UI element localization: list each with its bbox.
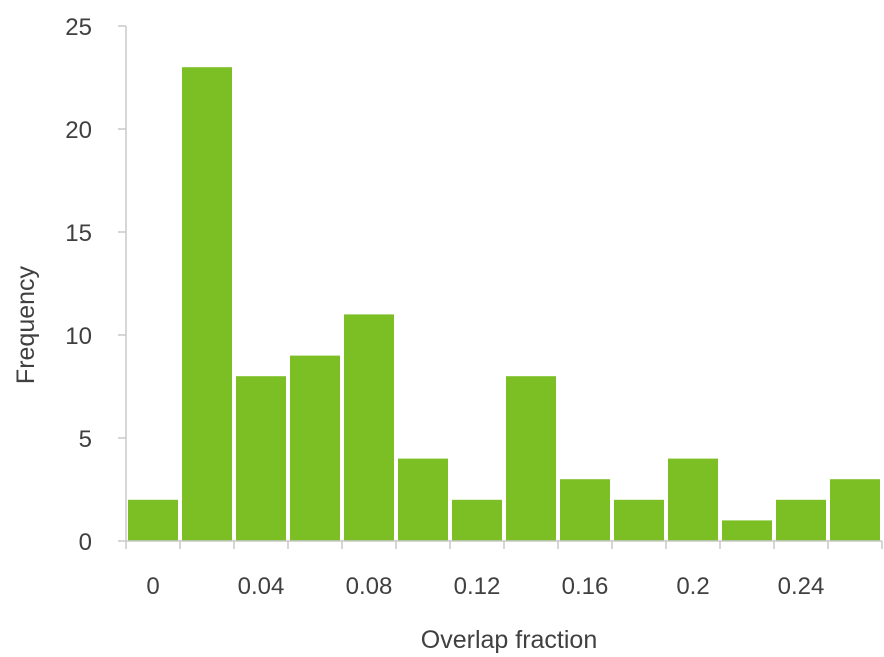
bar-9 bbox=[614, 499, 664, 541]
x-tick-label-6: 0.24 bbox=[778, 573, 825, 600]
x-tick-label-4: 0.16 bbox=[562, 573, 609, 600]
bar-8 bbox=[560, 479, 610, 541]
x-tick-label-3: 0.12 bbox=[454, 573, 501, 600]
x-axis-title: Overlap fraction bbox=[421, 626, 597, 654]
bar-11 bbox=[722, 520, 772, 541]
y-tick-label-4: 20 bbox=[65, 117, 92, 144]
bar-2 bbox=[236, 376, 286, 541]
bars-group bbox=[128, 67, 880, 541]
bar-5 bbox=[398, 458, 448, 541]
x-tick-label-5: 0.2 bbox=[676, 573, 709, 600]
bar-7 bbox=[506, 376, 556, 541]
x-tick-label-2: 0.08 bbox=[346, 573, 393, 600]
y-tick-label-2: 10 bbox=[65, 323, 92, 350]
bar-3 bbox=[290, 355, 340, 541]
bar-1 bbox=[182, 67, 232, 541]
y-tick-label-5: 25 bbox=[65, 14, 92, 41]
bar-6 bbox=[452, 499, 502, 541]
y-tick-label-3: 15 bbox=[65, 220, 92, 247]
y-axis-title: Frequency bbox=[12, 265, 40, 384]
bar-13 bbox=[830, 479, 880, 541]
x-tick-label-1: 0.04 bbox=[238, 573, 285, 600]
x-axis-ticks: 0 0.04 0.08 0.12 0.16 0.2 0.24 bbox=[125, 541, 883, 600]
bar-0 bbox=[128, 499, 178, 541]
y-tick-label-0: 0 bbox=[79, 529, 92, 556]
bar-4 bbox=[344, 314, 394, 541]
y-tick-label-1: 5 bbox=[79, 426, 92, 453]
bar-12 bbox=[776, 499, 826, 541]
y-axis-ticks: 0 5 10 15 20 25 bbox=[65, 14, 126, 556]
x-tick-label-0: 0 bbox=[146, 573, 159, 600]
bar-10 bbox=[668, 458, 718, 541]
